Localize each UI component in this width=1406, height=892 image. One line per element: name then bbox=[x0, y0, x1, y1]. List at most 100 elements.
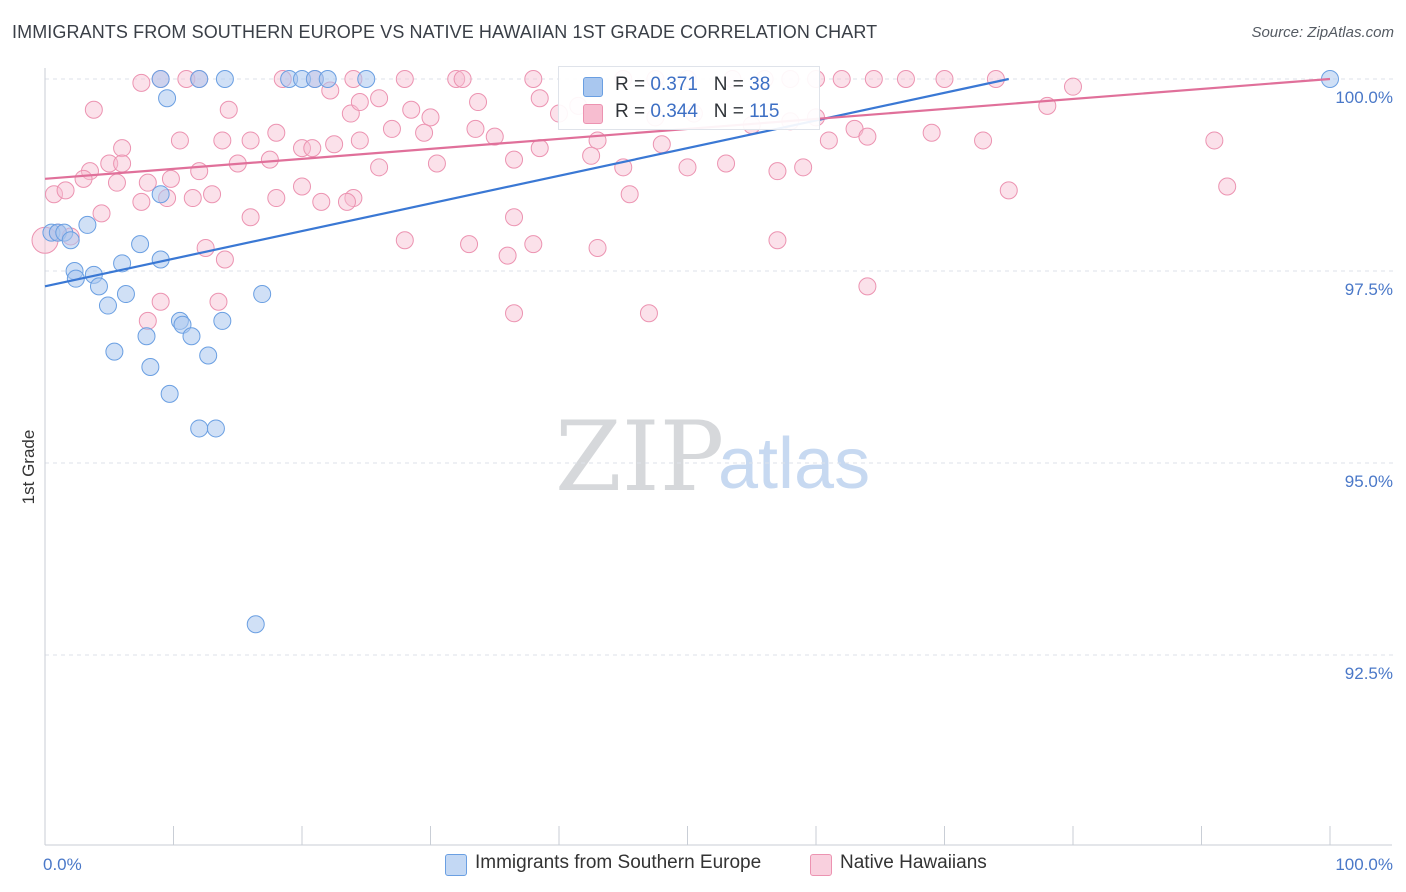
native-hawaiian-point bbox=[582, 146, 601, 165]
native-hawaiian-point bbox=[337, 192, 356, 211]
native-hawaiian-point bbox=[293, 139, 311, 158]
legend-swatch-blue bbox=[445, 854, 467, 876]
native-hawaiian-point bbox=[44, 185, 63, 204]
native-hawaiian-point bbox=[183, 189, 202, 208]
native-hawaiian-point bbox=[427, 154, 446, 173]
southern-europe-point bbox=[61, 231, 80, 250]
southern-europe-point bbox=[253, 285, 272, 304]
native-hawaiian-point bbox=[1205, 131, 1224, 150]
native-hawaiian-point bbox=[132, 192, 151, 211]
southern-europe-point bbox=[158, 89, 177, 108]
native-hawaiian-point bbox=[402, 100, 421, 119]
native-hawaiian-point bbox=[370, 89, 389, 108]
native-hawaiian-point bbox=[896, 70, 915, 88]
southern-europe-point bbox=[213, 311, 232, 330]
native-hawaiian-point bbox=[350, 131, 369, 150]
legend-n-value: 38 bbox=[749, 74, 771, 95]
native-hawaiian-point bbox=[100, 154, 119, 173]
southern-europe-point bbox=[113, 254, 132, 273]
legend-r-label: R = bbox=[615, 74, 646, 95]
native-hawaiian-point bbox=[113, 154, 132, 173]
native-hawaiian-point bbox=[524, 70, 543, 88]
native-hawaiian-point bbox=[678, 158, 697, 177]
southern-europe-point bbox=[357, 70, 376, 88]
native-hawaiian-point bbox=[922, 123, 941, 142]
native-hawaiian-point bbox=[370, 158, 389, 177]
legend-r-value: 0.344 bbox=[650, 101, 698, 122]
southern-europe-point bbox=[206, 419, 225, 438]
native-hawaiian-point bbox=[453, 70, 472, 88]
native-hawaiian-point bbox=[325, 135, 344, 154]
native-hawaiian-point bbox=[999, 181, 1018, 200]
native-hawaiian-point bbox=[132, 73, 151, 92]
southern-europe-point bbox=[246, 615, 265, 634]
legend-r-value: 0.371 bbox=[650, 74, 698, 95]
native-hawaiian-point bbox=[241, 131, 260, 150]
native-hawaiian-point bbox=[485, 127, 504, 146]
native-hawaiian-point bbox=[864, 70, 883, 88]
native-hawaiian-point bbox=[768, 231, 787, 250]
native-hawaiian-point bbox=[498, 246, 517, 265]
southern-europe-point bbox=[141, 358, 160, 376]
native-hawaiian-point bbox=[505, 304, 524, 323]
southern-europe-point bbox=[98, 296, 117, 315]
legend-text-pink: R = 0.344 N = 115 bbox=[615, 101, 779, 123]
native-hawaiian-point bbox=[717, 154, 736, 173]
watermark-zip: ZIP bbox=[555, 401, 724, 513]
stats-legend: R = 0.371 N = 38 R = 0.344 N = 115 bbox=[558, 66, 820, 130]
native-hawaiian-point bbox=[974, 131, 993, 150]
y-tick-label: 100.0% bbox=[1335, 88, 1393, 107]
legend-n-value: 115 bbox=[749, 101, 780, 122]
native-hawaiian-point bbox=[170, 131, 189, 150]
native-hawaiian-point bbox=[415, 123, 434, 142]
southern-europe-trend-line bbox=[44, 77, 1009, 288]
southern-europe-point bbox=[190, 419, 209, 438]
southern-europe-point bbox=[131, 235, 150, 254]
native-hawaiian-point bbox=[530, 89, 549, 108]
source-credit: Source: ZipAtlas.com bbox=[1251, 24, 1394, 41]
native-hawaiian-point bbox=[350, 93, 369, 112]
native-hawaiian-point bbox=[190, 162, 209, 181]
legend-label-southern-europe: Immigrants from Southern Europe bbox=[475, 852, 762, 873]
native-hawaiian-point bbox=[293, 177, 311, 196]
native-hawaiian-point bbox=[113, 139, 132, 158]
native-hawaiian-point bbox=[107, 173, 126, 192]
native-hawaiian-point bbox=[219, 100, 238, 119]
native-hawaiian-point bbox=[267, 123, 286, 142]
native-hawaiian-point bbox=[832, 70, 851, 88]
native-hawaiian-point bbox=[84, 100, 103, 119]
native-hawaiian-point bbox=[652, 135, 671, 154]
x-tick-label-start: 0.0% bbox=[43, 855, 82, 874]
native-hawaiian-point bbox=[588, 238, 607, 257]
native-hawaiian-point bbox=[466, 119, 485, 138]
series-legend: Immigrants from Southern Europe Native H… bbox=[0, 850, 1406, 878]
native-hawaiian-point bbox=[530, 139, 549, 158]
legend-n-label: N = bbox=[713, 101, 744, 122]
southern-europe-point bbox=[116, 285, 135, 304]
native-hawaiian-point bbox=[138, 311, 157, 330]
native-hawaiian-point bbox=[203, 185, 222, 204]
southern-europe-point bbox=[137, 327, 156, 346]
legend-text-blue: R = 0.371 N = 38 bbox=[615, 74, 770, 96]
native-hawaiian-point bbox=[794, 158, 813, 177]
legend-swatch-pink bbox=[810, 854, 832, 876]
native-hawaiian-point bbox=[819, 131, 838, 150]
southern-europe-point bbox=[105, 342, 124, 361]
southern-europe-point bbox=[318, 70, 337, 88]
southern-europe-point bbox=[78, 215, 97, 234]
southern-europe-point bbox=[151, 185, 170, 204]
y-tick-label: 92.5% bbox=[1345, 664, 1393, 683]
native-hawaiian-point bbox=[986, 70, 1005, 88]
native-hawaiian-point bbox=[395, 70, 414, 88]
legend-label-native-hawaiians: Native Hawaiians bbox=[840, 852, 987, 873]
southern-europe-point bbox=[199, 346, 218, 365]
native-hawaiian-point bbox=[303, 139, 322, 158]
native-hawaiian-point bbox=[858, 277, 877, 296]
native-hawaiian-point bbox=[56, 181, 75, 200]
y-tick-labels: 100.0% 97.5% 95.0% 92.5% bbox=[1335, 88, 1393, 683]
native-hawaiian-point bbox=[92, 204, 111, 223]
native-hawaiian-point bbox=[768, 162, 787, 181]
southern-europe-point bbox=[190, 70, 209, 88]
y-tick-label: 97.5% bbox=[1345, 280, 1393, 299]
